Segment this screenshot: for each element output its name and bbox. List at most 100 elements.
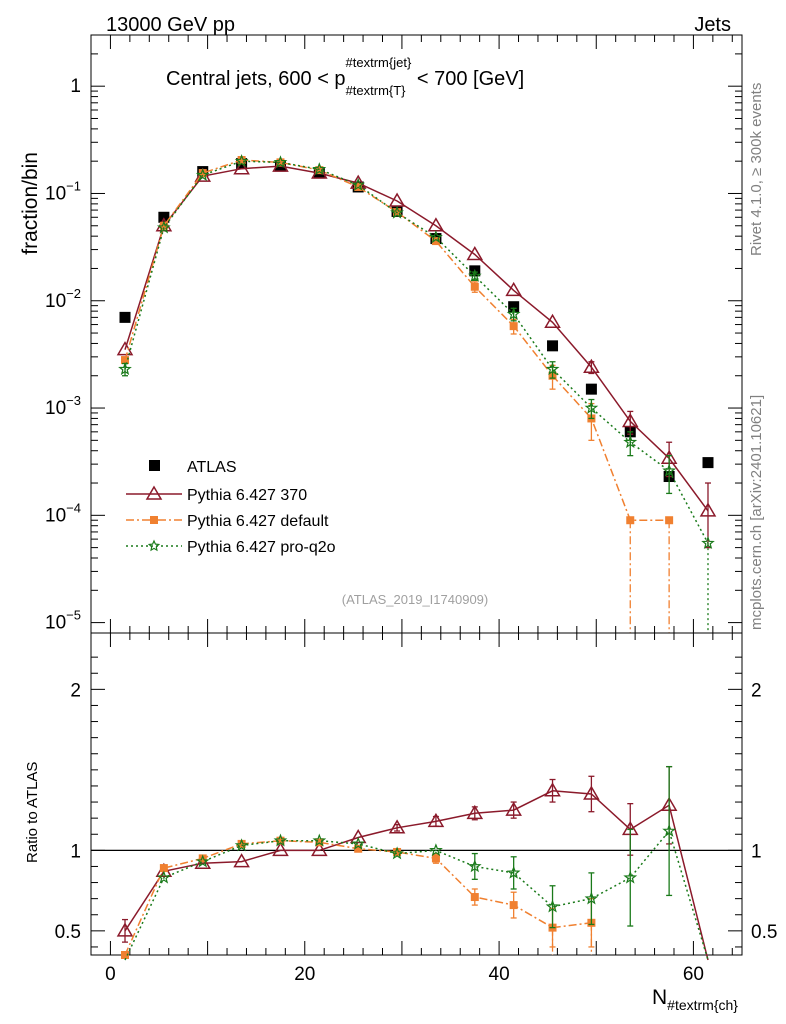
ratio-point-1-5 xyxy=(315,838,324,847)
ratio-point-1-8 xyxy=(431,854,440,863)
main-point-3-9 xyxy=(467,268,482,282)
legend-marker-atlas xyxy=(149,460,160,471)
header-left: 13000 GeV pp xyxy=(106,14,235,36)
main-y-tick-label: 10−2 xyxy=(45,286,81,312)
main-point-3-6 xyxy=(351,177,366,191)
ratio-y-tick-label-left: 0.5 xyxy=(55,922,81,943)
ratio-point-0-0 xyxy=(116,922,134,937)
ratio-point-1-6 xyxy=(354,844,363,853)
main-point-3-1 xyxy=(156,220,171,234)
main-point-3-11 xyxy=(545,361,560,376)
main-point-2-8 xyxy=(431,237,440,246)
main-point-3-3 xyxy=(234,153,249,167)
ratio-point-2-4 xyxy=(273,833,288,847)
ratio-series xyxy=(116,765,709,961)
ratio-series-line xyxy=(124,839,592,956)
main-series-line xyxy=(124,159,670,521)
main-point-2-0 xyxy=(121,356,130,365)
main-point-2-9 xyxy=(470,282,479,291)
main-point-3-10 xyxy=(506,306,521,320)
main-point-0-1 xyxy=(158,211,170,223)
title-superscript: #textrm{jet} xyxy=(346,55,412,70)
main-point-1-10 xyxy=(505,281,522,297)
main-point-2-3 xyxy=(237,156,246,165)
legend-label-370: Pythia 6.427 370 xyxy=(187,487,307,504)
main-y-tick-exponent: −3 xyxy=(66,393,81,408)
ratio-point-0-4 xyxy=(272,841,289,857)
main-y-tick-exponent: −5 xyxy=(66,608,81,623)
main-series-line xyxy=(124,165,709,512)
ratio-series-1 xyxy=(121,836,596,959)
ratio-point-2-11 xyxy=(545,899,560,913)
ratio-point-0-9 xyxy=(466,804,484,820)
main-point-2-4 xyxy=(276,158,285,167)
x-tick-label: 60 xyxy=(683,964,704,985)
x-label-subscript: #textrm{ch} xyxy=(667,997,738,1013)
main-point-0-10 xyxy=(508,301,520,313)
main-point-2-2 xyxy=(198,169,207,178)
main-point-2-13 xyxy=(626,516,635,525)
plot-title: Central jets, 600 < p#textrm{T} #textrm{j… xyxy=(166,55,524,98)
main-point-0-15 xyxy=(702,457,714,469)
main-point-0-11 xyxy=(547,340,559,352)
ratio-axis-ticks xyxy=(91,633,742,955)
ratio-point-2-9 xyxy=(467,859,482,873)
ratio-y-tick-label-right: 0.5 xyxy=(751,922,777,943)
main-point-3-8 xyxy=(429,230,443,244)
title-part-1: Central jets, 600 < p xyxy=(166,68,346,90)
ratio-point-0-10 xyxy=(505,801,522,816)
ratio-point-1-9 xyxy=(470,893,479,902)
main-point-3-7 xyxy=(390,205,404,219)
ratio-point-0-11 xyxy=(544,782,561,797)
ratio-point-2-10 xyxy=(506,865,521,879)
x-tick-label: 40 xyxy=(489,964,510,985)
ratio-series-line xyxy=(124,790,709,961)
main-y-tick-label: 10−4 xyxy=(45,500,81,526)
ratio-point-1-1 xyxy=(159,864,168,873)
main-point-3-12 xyxy=(584,400,599,414)
ratio-point-1-7 xyxy=(393,847,402,856)
main-panel: fraction/bin Central jets, 600 < p#textr… xyxy=(19,34,743,634)
main-y-tick-label: 1 xyxy=(70,76,81,97)
legend-label-q2o: Pythia 6.427 pro-q2o xyxy=(187,539,336,556)
ratio-point-2-13 xyxy=(623,870,638,884)
main-point-3-2 xyxy=(195,167,210,182)
main-y-tick-exponent: −2 xyxy=(66,286,81,301)
x-label-main: N xyxy=(652,986,667,1009)
main-y-label: fraction/bin xyxy=(19,152,42,255)
main-y-tick-label: 10−5 xyxy=(45,608,81,634)
x-tick-label: 20 xyxy=(294,964,315,985)
main-y-tick-exponent: −4 xyxy=(66,500,81,515)
ratio-y-tick-label-right: 2 xyxy=(751,680,762,701)
ratio-series-2 xyxy=(124,765,709,961)
main-point-1-12 xyxy=(583,358,600,373)
legend-label-default: Pythia 6.427 default xyxy=(187,513,329,530)
side-label-top: Rivet 4.1.0, ≥ 300k events xyxy=(748,83,765,256)
ratio-point-2-12 xyxy=(584,891,599,905)
ratio-point-0-8 xyxy=(427,812,445,828)
main-y-tick-labels: 1 10−1 10−2 10−3 10−4 10−5 xyxy=(45,76,81,633)
ratio-y-label: Ratio to ATLAS xyxy=(24,762,41,863)
ratio-point-0-5 xyxy=(311,841,328,857)
legend-marker-default xyxy=(150,516,158,524)
ratio-point-2-7 xyxy=(390,846,404,860)
main-point-0-0 xyxy=(119,311,131,323)
main-y-tick-exponent: −1 xyxy=(66,178,81,193)
legend-marker-q2o xyxy=(147,539,161,552)
main-series-3 xyxy=(118,153,715,633)
main-point-3-15 xyxy=(701,535,715,549)
ratio-point-2-2 xyxy=(195,854,210,868)
main-point-1-13 xyxy=(621,412,639,428)
ratio-point-0-12 xyxy=(583,785,600,800)
main-point-3-4 xyxy=(273,155,288,169)
legend-label-atlas: ATLAS xyxy=(187,459,237,476)
ratio-point-0-6 xyxy=(349,828,367,844)
ratio-panel: Ratio to ATLAS 0.5 0.51 12 20 20 40 60 N#textr… xyxy=(24,632,777,1013)
ratio-y-tick-label-left: 1 xyxy=(70,841,81,862)
main-point-2-14 xyxy=(665,516,674,525)
ratio-point-2-6 xyxy=(351,836,366,850)
main-point-2-5 xyxy=(315,166,324,175)
main-point-1-9 xyxy=(466,245,484,261)
ratio-point-2-5 xyxy=(312,833,327,847)
ratio-y-tick-label-right: 1 xyxy=(751,841,762,862)
